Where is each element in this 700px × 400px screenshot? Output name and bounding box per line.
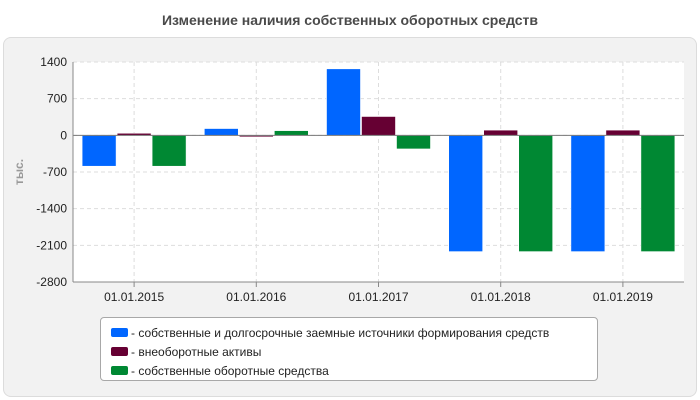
legend-swatch-fixed-assets (111, 347, 128, 356)
bar-sources (448, 135, 484, 252)
y-tick-label: 700 (47, 92, 67, 106)
legend-item-fixed-assets: - внеоборотные активы (111, 342, 597, 361)
x-tick-label: 01.01.2019 (593, 290, 653, 304)
legend-item-sources: - собственные и долгосрочные заемные ист… (111, 323, 597, 342)
legend-label-working-capital: - собственные оборотные средства (131, 363, 329, 378)
legend-label-sources: - собственные и долгосрочные заемные ист… (131, 325, 550, 340)
bar-fixed-assets (483, 129, 519, 136)
legend-item-working-capital: - собственные оборотные средства (111, 361, 597, 380)
y-tick-label: 0 (60, 128, 67, 142)
y-tick-label: 1400 (40, 55, 67, 69)
bar-working-capital (518, 135, 554, 252)
y-tick-label: -2800 (36, 275, 67, 289)
bar-working-capital (151, 135, 187, 167)
legend-label-fixed-assets: - внеоборотные активы (131, 344, 262, 359)
y-tick-label: -1400 (36, 202, 67, 216)
bar-fixed-assets (605, 129, 641, 136)
bar-working-capital (273, 130, 309, 136)
bar-sources (81, 135, 117, 167)
legend-swatch-working-capital (111, 366, 128, 375)
y-axis-label: тыс. (12, 159, 26, 185)
bar-sources (570, 135, 606, 252)
x-tick-label: 01.01.2018 (471, 290, 531, 304)
bar-sources (204, 128, 239, 136)
chart-legend: - собственные и долгосрочные заемные ист… (100, 317, 598, 381)
x-tick-label: 01.01.2017 (348, 290, 408, 304)
bar-fixed-assets (361, 116, 396, 136)
chart-title: Изменение наличия собственных оборотных … (161, 12, 539, 28)
bar-sources (326, 68, 361, 136)
legend-swatch-sources (111, 328, 128, 337)
bar-working-capital (640, 135, 676, 252)
x-tick-label: 01.01.2015 (104, 290, 164, 304)
x-tick-label: 01.01.2016 (226, 290, 286, 304)
y-tick-label: -2100 (36, 238, 67, 252)
y-tick-label: -700 (43, 165, 67, 179)
bar-working-capital (396, 135, 431, 150)
